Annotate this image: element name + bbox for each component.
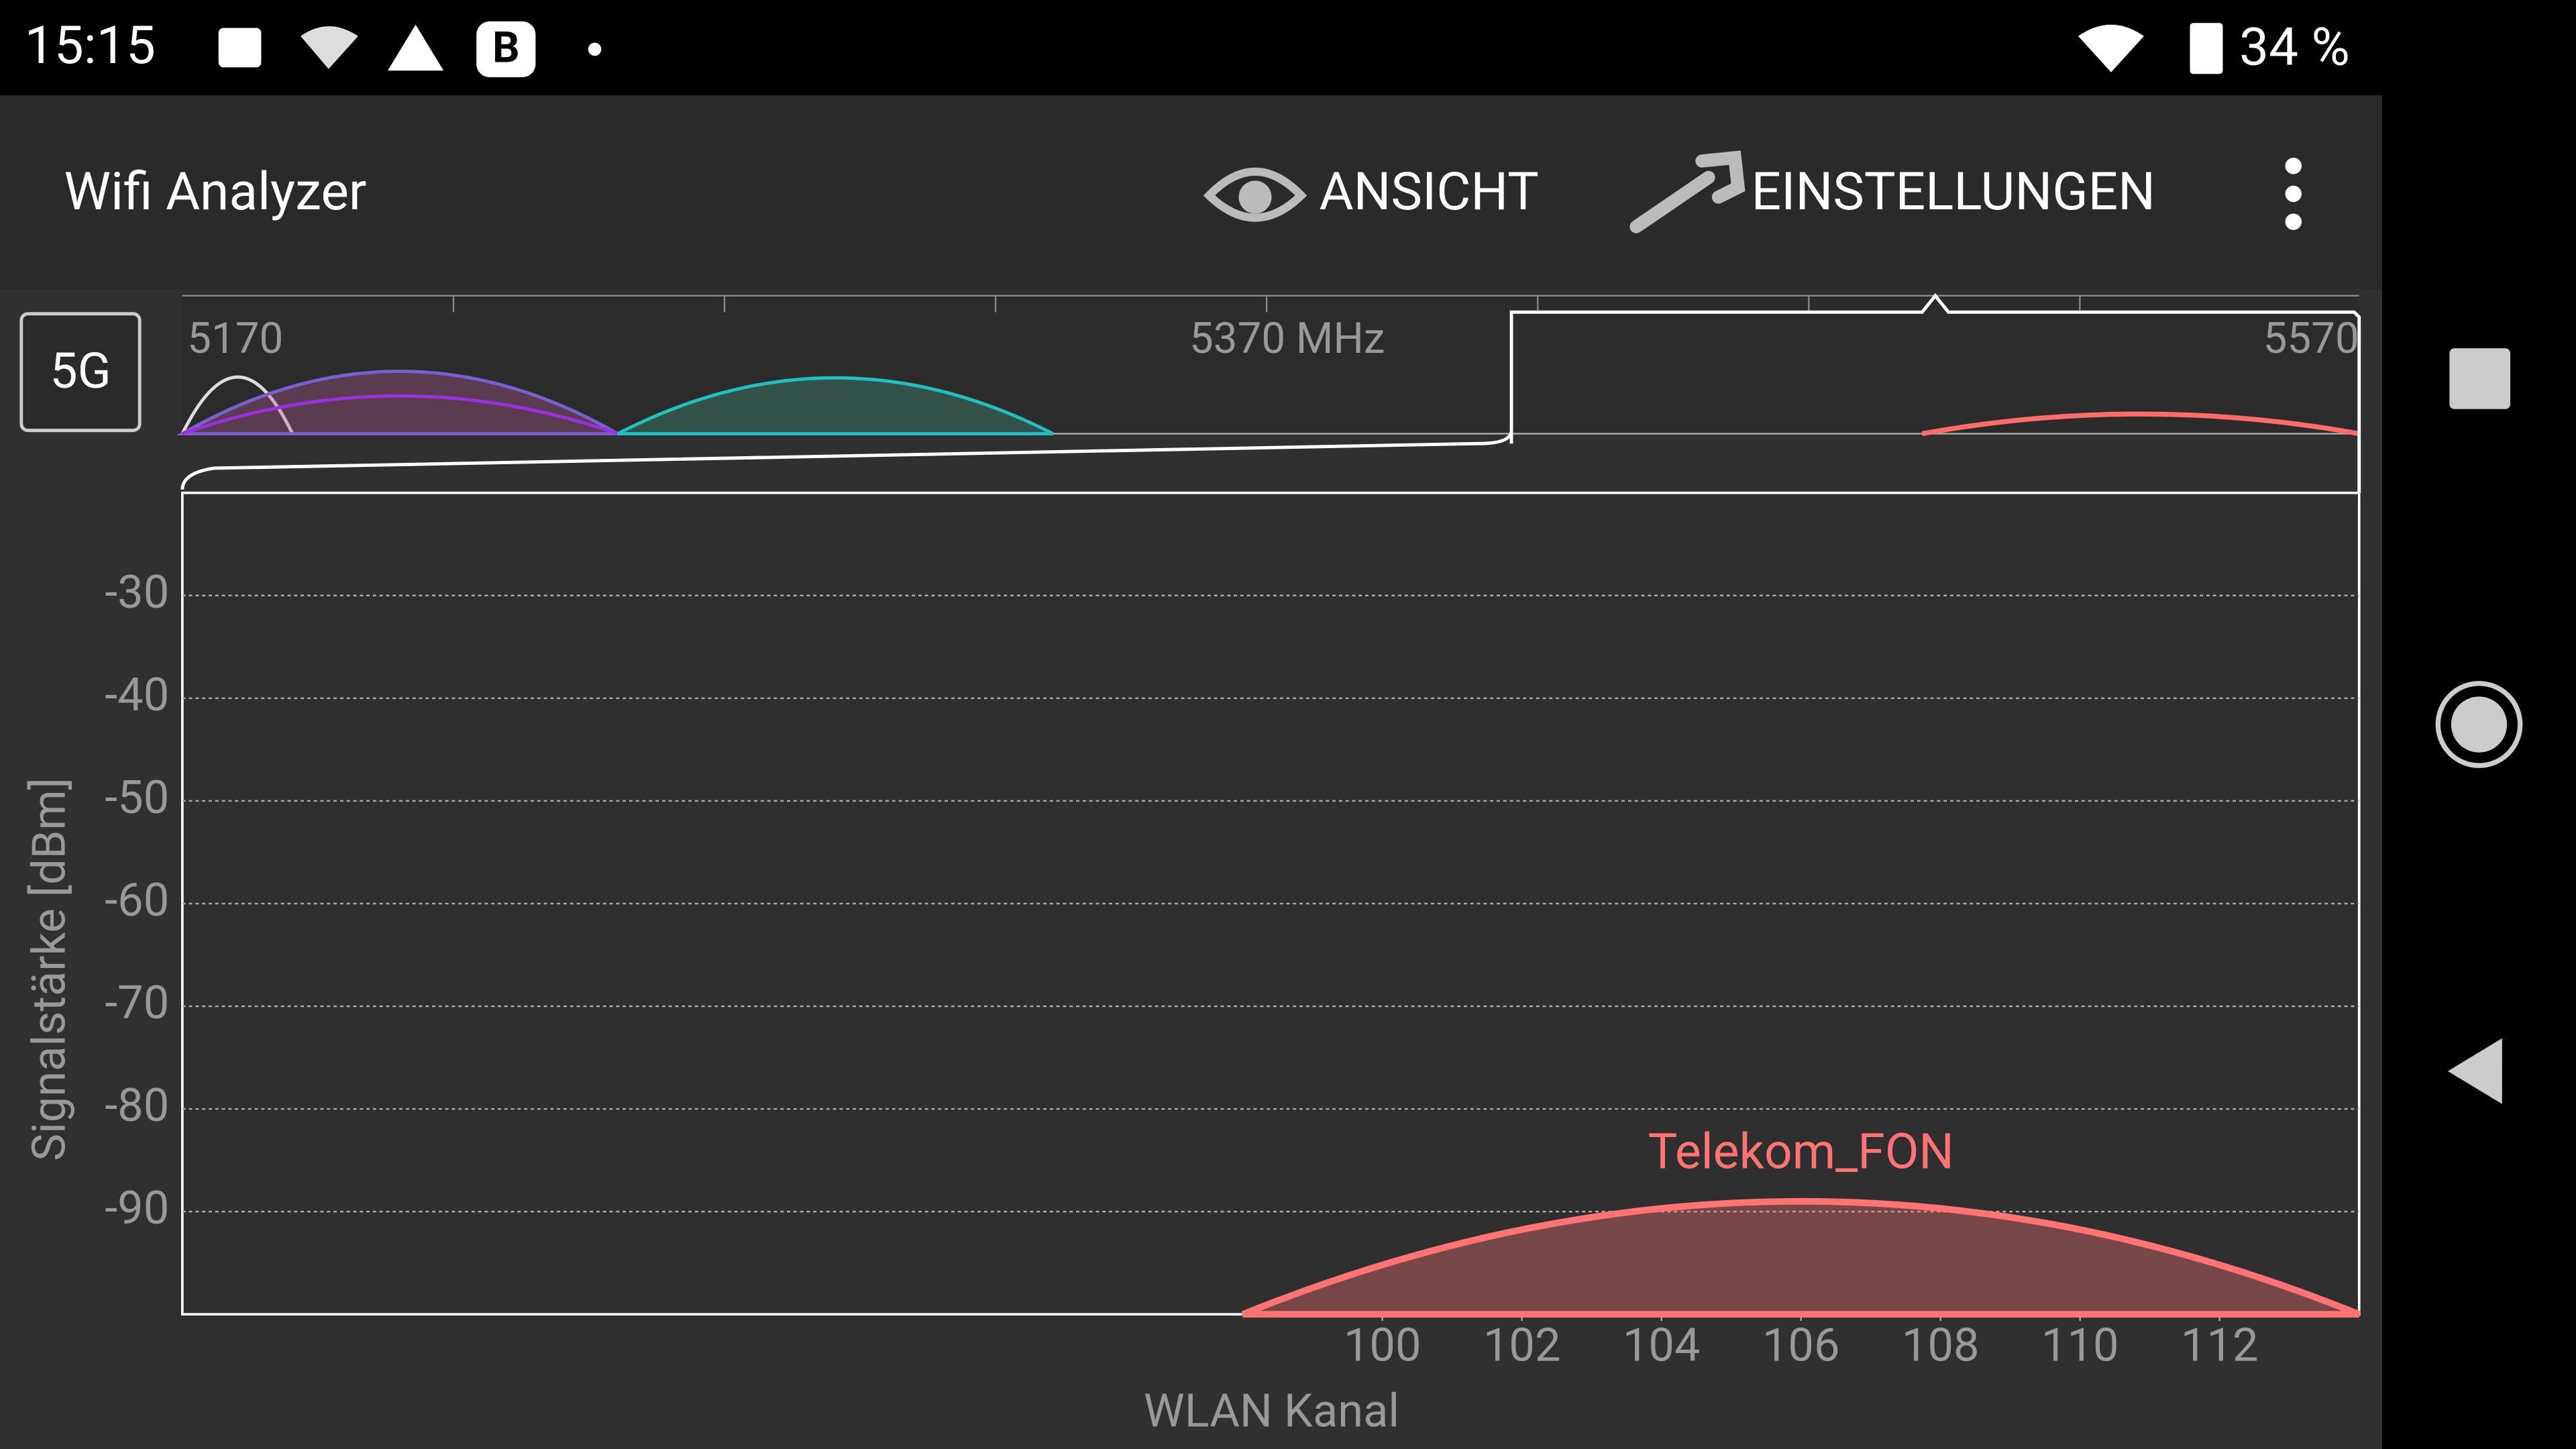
battery-icon	[2190, 23, 2223, 74]
settings-button[interactable]: EINSTELLUNGEN	[1629, 150, 2155, 233]
x-tick-label: 106	[1762, 1318, 1840, 1373]
app-bar	[0, 95, 2383, 290]
nav-recents[interactable]	[2449, 348, 2511, 409]
status-icon	[387, 24, 444, 71]
app-title: Wifi Analyzer	[64, 161, 367, 223]
overview-ticks	[452, 295, 2081, 313]
status-icon: B	[492, 23, 520, 73]
y-tick-label: -80	[105, 1078, 169, 1132]
x-tick-label: 100	[1344, 1318, 1421, 1373]
x-axis-label: WLAN Kanal	[1144, 1384, 1399, 1438]
y-tick-label: -60	[105, 873, 169, 927]
nav-bar	[2382, 95, 2576, 1449]
wrench-icon	[1629, 150, 1746, 233]
plot-area	[180, 491, 2361, 1316]
menu-dot	[2285, 158, 2302, 174]
settings-label[interactable]: EINSTELLUNGEN	[1752, 161, 2155, 223]
network-curve	[1241, 1197, 2361, 1318]
menu-button[interactable]	[2285, 158, 2302, 230]
eye-icon	[1238, 180, 1272, 214]
x-tick-label: 108	[1902, 1318, 1980, 1373]
nav-home-dot	[2451, 696, 2508, 753]
overview-curve	[182, 394, 619, 435]
x-tick-label: 112	[2181, 1318, 2259, 1373]
nav-home[interactable]	[2435, 681, 2523, 768]
wifi-icon	[2078, 24, 2144, 72]
overview-freq: 5370 MHz	[1189, 313, 1385, 364]
band-button-frame	[19, 312, 142, 433]
x-tick-label: 102	[1483, 1318, 1561, 1373]
status-icon	[218, 28, 262, 68]
y-axis-label: Signalstärke [dBm]	[21, 777, 76, 1161]
view-button[interactable]: ANSICHT	[1203, 161, 1539, 223]
menu-dot	[2285, 213, 2302, 230]
overview-freq: 5570	[2263, 313, 2359, 364]
y-tick-label: -40	[105, 667, 169, 722]
x-tick-label: 104	[1623, 1318, 1701, 1373]
y-tick-label: -30	[105, 565, 169, 619]
y-tick-label: -70	[105, 975, 169, 1030]
nav-back[interactable]	[2447, 1038, 2502, 1104]
overview-freq: 5170	[187, 313, 283, 364]
x-tick-label: 110	[2041, 1318, 2119, 1373]
band-button[interactable]: 5G	[19, 312, 142, 433]
menu-dot	[2285, 185, 2302, 203]
view-label[interactable]: ANSICHT	[1320, 161, 1539, 223]
status-icon	[301, 26, 358, 69]
overview-curve	[616, 376, 1054, 435]
plot: -30 -40 -50 -60 -70 -80 -90 100 102 104 106 108 110 1…	[105, 565, 2361, 1373]
network-label: Telekom_FON	[1648, 1123, 1954, 1181]
status-icon	[476, 21, 536, 78]
overview-curve	[176, 370, 625, 435]
overview-curve	[1921, 411, 2360, 437]
status-icon	[588, 42, 602, 56]
status-time: 15:15	[25, 15, 156, 76]
eye-icon	[1203, 167, 1307, 222]
zoom-window	[180, 292, 2361, 493]
y-tick-label: -50	[105, 770, 169, 824]
band-label[interactable]: 5G	[50, 342, 111, 400]
y-tick-label: -90	[105, 1181, 169, 1235]
status-battery: 34 %	[2239, 17, 2350, 78]
